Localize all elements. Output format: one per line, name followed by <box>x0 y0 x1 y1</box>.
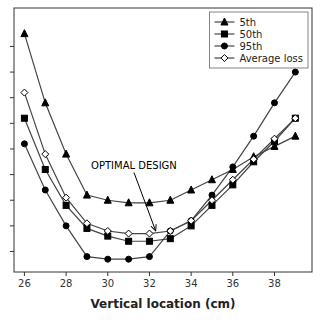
point-marker <box>63 150 70 157</box>
legend: 5th50th95thAverage loss <box>209 12 308 68</box>
legend-marker <box>221 43 227 49</box>
x-tick <box>107 272 108 276</box>
point-marker <box>63 223 69 229</box>
x-tick-label: 34 <box>185 278 198 289</box>
x-tick-label: 26 <box>18 278 31 289</box>
point-marker <box>167 236 173 242</box>
point-marker <box>229 176 236 183</box>
legend-label: 50th <box>239 29 262 40</box>
point-marker <box>292 69 298 75</box>
point-marker <box>188 217 195 224</box>
legend-marker <box>221 55 228 62</box>
point-marker <box>188 186 195 193</box>
x-tick <box>274 272 275 276</box>
point-marker <box>146 230 153 237</box>
x-tick-label: 38 <box>268 278 281 289</box>
point-marker <box>126 256 132 262</box>
x-tick <box>24 272 25 276</box>
y-tick <box>10 225 14 226</box>
x-tick-label: 36 <box>226 278 239 289</box>
point-marker <box>250 156 257 163</box>
x-tick <box>232 272 233 276</box>
point-marker <box>292 115 298 121</box>
legend-box <box>209 12 308 68</box>
point-marker <box>188 218 194 224</box>
y-tick <box>10 123 14 124</box>
legend-marker <box>221 31 227 37</box>
x-tick <box>149 272 150 276</box>
x-tick-label: 32 <box>143 278 156 289</box>
point-marker <box>208 197 215 204</box>
legend-label: 5th <box>239 17 256 28</box>
point-marker <box>21 30 28 37</box>
series-line <box>24 118 295 241</box>
point-marker <box>63 194 70 201</box>
point-marker <box>251 133 257 139</box>
point-marker <box>292 132 299 139</box>
point-marker <box>21 89 28 96</box>
series-line <box>24 93 295 234</box>
point-marker <box>146 238 152 244</box>
plot-frame <box>14 8 312 272</box>
point-marker <box>146 199 153 206</box>
x-tick-label: 30 <box>101 278 114 289</box>
y-tick <box>10 72 14 73</box>
point-marker <box>208 176 215 183</box>
point-marker <box>125 199 132 206</box>
point-marker <box>84 254 90 260</box>
x-tick <box>191 272 192 276</box>
point-marker <box>230 164 236 170</box>
point-marker <box>104 227 111 234</box>
point-marker <box>42 151 49 158</box>
series-line <box>24 72 295 259</box>
point-marker <box>42 187 48 193</box>
x-tick-label: 28 <box>60 278 73 289</box>
y-tick <box>10 97 14 98</box>
y-tick <box>10 46 14 47</box>
y-tick <box>10 174 14 175</box>
point-marker <box>83 191 90 198</box>
x-tick <box>66 272 67 276</box>
point-marker <box>167 228 173 234</box>
point-marker <box>271 135 278 142</box>
point-marker <box>21 115 27 121</box>
point-marker <box>21 141 27 147</box>
x-axis-label: Vertical location (cm) <box>90 297 235 311</box>
point-marker <box>63 202 69 208</box>
y-tick <box>10 148 14 149</box>
point-marker <box>83 220 90 227</box>
annotation: OPTIMAL DESIGN <box>91 160 177 171</box>
annotation-arrow <box>134 172 156 231</box>
point-marker <box>42 166 48 172</box>
point-marker <box>42 99 49 106</box>
point-marker <box>126 238 132 244</box>
y-tick <box>10 251 14 252</box>
point-marker <box>104 196 111 203</box>
chart: 26 28 30 32 34 36 38 Vertical location (cm) OPTI… <box>0 0 320 320</box>
legend-marker <box>221 18 228 25</box>
point-marker <box>105 256 111 262</box>
y-tick <box>10 200 14 201</box>
point-marker <box>167 227 174 234</box>
legend-label: 95th <box>239 41 262 52</box>
point-marker <box>146 254 152 260</box>
legend-label: Average loss <box>239 53 303 64</box>
point-marker <box>292 115 299 122</box>
point-marker <box>271 100 277 106</box>
point-marker <box>125 230 132 237</box>
point-marker <box>167 196 174 203</box>
